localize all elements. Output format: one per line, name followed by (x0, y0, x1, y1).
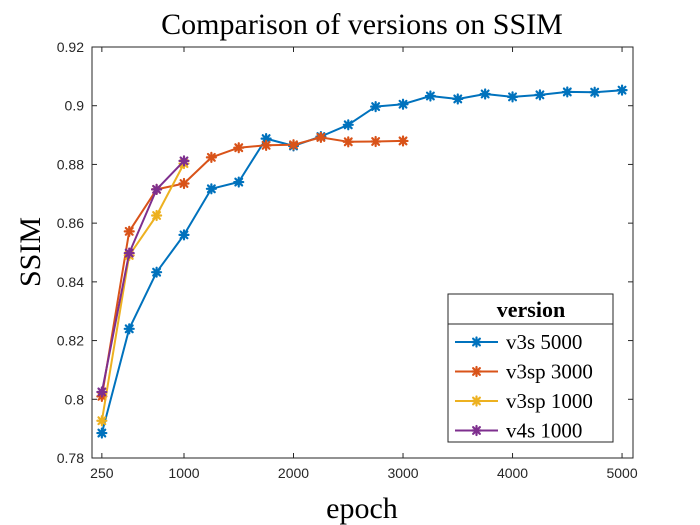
data-point-v3sp-3000 (370, 135, 382, 148)
series-line-v4s-1000 (100, 160, 185, 393)
y-axis-label: SSIM (14, 217, 47, 287)
data-point-v3s-5000 (123, 323, 135, 335)
y-axis: 0.78 0.8 0.82 0.84 0.86 0.88 0.9 0.92 (57, 39, 633, 466)
y-tick-label: 0.8 (65, 391, 85, 407)
legend-item-v3s-5000: v3s 5000 (455, 330, 582, 354)
data-point-v3s-5000 (479, 88, 491, 100)
y-tick-label: 0.88 (57, 156, 84, 172)
y-tick-label: 0.78 (57, 450, 84, 466)
data-point-v3sp-1000 (96, 415, 108, 427)
y-tick-label: 0.82 (57, 333, 84, 349)
data-point-v3s-5000 (342, 119, 354, 131)
data-point-v3s-5000 (589, 86, 601, 98)
legend-label: v3s 5000 (506, 330, 582, 354)
plot-area (91, 46, 634, 459)
data-point-v4s-1000 (178, 155, 190, 167)
legend-items: v3s 5000 v3sp 3000 v3sp 1000 v4s 1000 (455, 330, 593, 443)
data-point-v4s-1000 (151, 183, 163, 195)
legend-item-v3sp-3000: v3sp 3000 (455, 360, 593, 384)
data-point-v3sp-3000 (315, 131, 327, 144)
data-point-v3s-5000 (424, 90, 436, 102)
data-point-v3s-5000 (506, 91, 519, 103)
data-point-v3s-5000 (397, 98, 409, 110)
data-point-v3sp-1000 (151, 209, 163, 222)
data-point-v3s-5000 (616, 84, 628, 96)
y-tick-label: 0.9 (65, 98, 85, 114)
x-axis: 250 1000 2000 3000 4000 5000 (90, 47, 638, 481)
x-tick-label: 3000 (387, 465, 418, 481)
series-line-v3sp-1000 (100, 163, 185, 421)
x-tick-label: 1000 (168, 465, 199, 481)
data-point-v3s-5000 (205, 183, 217, 195)
legend: version v3s 5000 v3sp 3000 v3sp 1000 v4s 10… (447, 293, 614, 443)
data-point-v3s-5000 (452, 93, 464, 105)
legend-marker (470, 395, 483, 407)
x-tick-label: 250 (90, 465, 114, 481)
legend-marker (470, 336, 483, 348)
legend-label: v3sp 1000 (506, 389, 593, 413)
data-point-v3sp-3000 (178, 177, 190, 190)
y-tick-label: 0.84 (57, 274, 84, 290)
data-point-v3s-5000 (260, 132, 272, 145)
x-tick-label: 2000 (278, 465, 309, 481)
data-point-v3sp-3000 (205, 151, 217, 163)
legend-title: version (497, 297, 565, 322)
data-point-v3s-5000 (534, 89, 546, 101)
x-tick-label: 4000 (497, 465, 528, 481)
legend-item-v4s-1000: v4s 1000 (455, 419, 582, 443)
data-point-v4s-1000 (96, 386, 108, 398)
data-point-v3sp-3000 (233, 142, 245, 154)
series-layer (96, 84, 628, 439)
data-point-v4s-1000 (123, 247, 135, 259)
series-line-v3sp-3000 (100, 136, 404, 397)
legend-item-v3sp-1000: v3sp 1000 (455, 389, 593, 413)
data-point-v3sp-3000 (260, 139, 272, 151)
chart-title: Comparison of versions on SSIM (161, 8, 563, 41)
data-point-v3s-5000 (96, 427, 108, 439)
data-point-v3sp-3000 (342, 136, 354, 148)
x-tick-label: 5000 (606, 465, 637, 481)
data-point-v3s-5000 (151, 266, 163, 278)
data-point-v3s-5000 (233, 176, 245, 188)
data-point-v3s-5000 (178, 229, 190, 241)
x-axis-label: epoch (326, 492, 398, 525)
legend-marker (470, 365, 483, 378)
legend-label: v3sp 3000 (506, 360, 593, 384)
legend-marker (470, 424, 483, 437)
y-tick-label: 0.92 (57, 39, 84, 55)
data-point-v3sp-3000 (397, 135, 409, 147)
data-point-v3s-5000 (561, 86, 573, 98)
y-tick-label: 0.86 (57, 215, 84, 231)
legend-label: v4s 1000 (506, 419, 582, 443)
data-point-v3sp-3000 (123, 225, 135, 237)
data-point-v3sp-3000 (287, 139, 300, 151)
data-point-v3s-5000 (370, 100, 382, 113)
